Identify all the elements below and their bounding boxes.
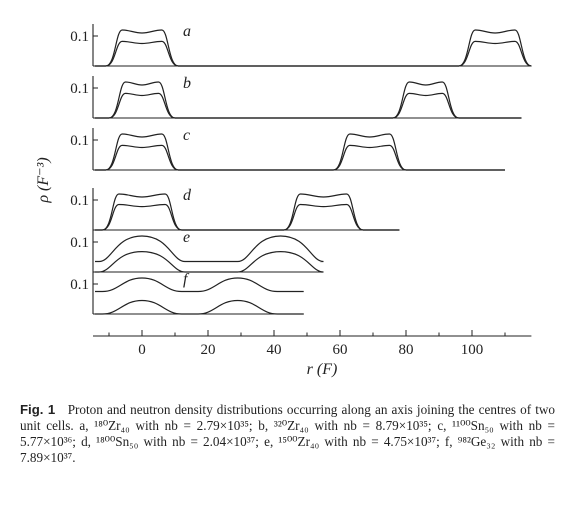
- panel-b-series-lower: [95, 92, 522, 119]
- panel-e-series-upper: [95, 235, 324, 263]
- panel-f-series-upper: [95, 277, 304, 293]
- panel-d-label: d: [183, 187, 192, 204]
- panel-group: 0.1 a 0.1 b 0.1 c 0.1 d 0.1 e 0.1 f: [70, 23, 532, 315]
- panel-e-label: e: [183, 229, 190, 246]
- figure-caption: Fig. 1 Proton and neutron density distri…: [20, 402, 555, 466]
- caption-figure-label: Fig. 1: [20, 402, 56, 417]
- x-tick-label-60: 60: [333, 342, 348, 358]
- panel-a: 0.1 a: [70, 23, 532, 67]
- panel-d: 0.1 d: [70, 187, 400, 231]
- panel-d-y-tick-label: 0.1: [70, 193, 89, 209]
- panel-e-series-lower: [95, 250, 324, 273]
- x-tick-label-20: 20: [201, 342, 216, 358]
- panel-a-label: a: [183, 23, 191, 40]
- x-tick-label-0: 0: [138, 342, 146, 358]
- panel-e: 0.1 e: [70, 229, 324, 273]
- x-tick-label-100: 100: [461, 342, 484, 358]
- panel-b-y-tick-label: 0.1: [70, 81, 89, 97]
- panel-c-series-lower: [95, 144, 505, 171]
- x-axis-label: r (F): [307, 361, 338, 378]
- panel-f-y-tick-label: 0.1: [70, 277, 89, 293]
- panel-b: 0.1 b: [70, 75, 522, 119]
- x-axis: 0 20 40 60 80 100: [93, 330, 532, 358]
- panel-f-series-lower: [95, 299, 304, 315]
- x-tick-label-40: 40: [267, 342, 282, 358]
- panel-c-y-tick-label: 0.1: [70, 133, 89, 149]
- panel-f: 0.1 f: [70, 271, 304, 315]
- panel-c: 0.1 c: [70, 127, 505, 171]
- panel-c-label: c: [183, 127, 190, 144]
- panel-f-label: f: [183, 271, 190, 288]
- x-tick-label-80: 80: [399, 342, 414, 358]
- x-tick-group: 0 20 40 60 80 100: [108, 330, 506, 358]
- panel-a-series-lower: [95, 40, 532, 67]
- y-axis-label: ρ (F⁻³): [35, 157, 52, 203]
- caption-text: Proton and neutron density distributions…: [20, 402, 556, 465]
- panel-e-y-tick-label: 0.1: [70, 235, 89, 251]
- density-figure: 0.1 a 0.1 b 0.1 c 0.1 d 0.1 e 0.1 f 0 20 40 60 80 100 r …: [35, 23, 532, 378]
- panel-d-series-upper: [95, 193, 400, 231]
- panel-b-label: b: [183, 75, 191, 92]
- panel-d-series-lower: [95, 203, 400, 231]
- panel-b-series-upper: [95, 81, 522, 119]
- panel-c-series-upper: [95, 133, 505, 171]
- panel-a-y-tick-label: 0.1: [70, 29, 89, 45]
